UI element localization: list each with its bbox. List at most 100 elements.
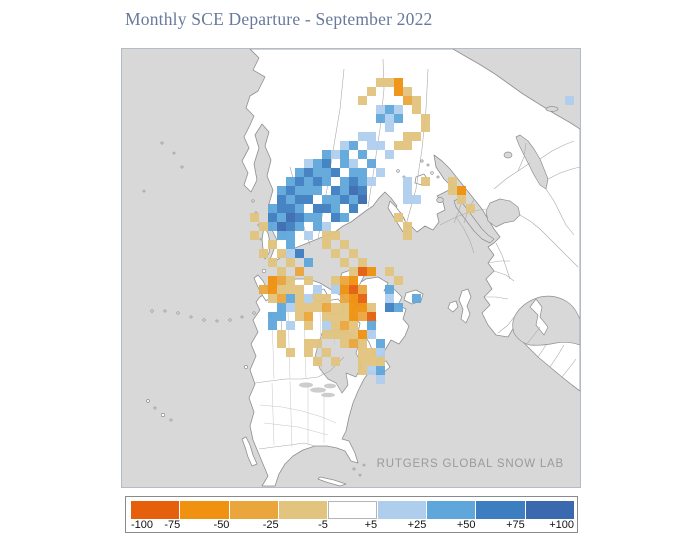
anomaly-cell [367, 312, 376, 321]
page-title: Monthly SCE Departure - September 2022 [125, 9, 433, 29]
anomaly-cell [385, 114, 394, 123]
anomaly-cell [322, 177, 331, 186]
anomaly-cell [331, 357, 340, 366]
anomaly-cell [268, 222, 277, 231]
anomaly-cell [340, 150, 349, 159]
island-specks [142, 141, 440, 477]
anomaly-cell [304, 276, 313, 285]
anomaly-cell [304, 195, 313, 204]
mediterranean-sea [512, 295, 580, 346]
anomaly-cell [259, 222, 268, 231]
anomaly-cell [277, 213, 286, 222]
anomaly-cell [376, 357, 385, 366]
anomaly-cell [277, 330, 286, 339]
anomaly-cell [268, 285, 277, 294]
anomaly-cell [286, 213, 295, 222]
legend-label: -100 [131, 519, 154, 531]
anomaly-cell [385, 105, 394, 114]
legend-label: -50 [213, 519, 230, 531]
anomaly-cell [376, 114, 385, 123]
anomaly-cell [394, 78, 403, 87]
anomaly-cell [421, 114, 430, 123]
anomaly-cell [340, 213, 349, 222]
anomaly-cell [385, 294, 394, 303]
anomaly-cell [322, 204, 331, 213]
anomaly-cell [304, 177, 313, 186]
anomaly-cell [403, 177, 412, 186]
anomaly-cell [268, 204, 277, 213]
anomaly-cell [358, 168, 367, 177]
anomaly-cell [376, 168, 385, 177]
anomaly-cell [403, 222, 412, 231]
colorbar-labels: -100 -75 -50 -25 -5 +5 +25 +50 +75 +100 [131, 519, 574, 532]
anomaly-cell [286, 321, 295, 330]
anomaly-cell [358, 339, 367, 348]
great-britain-island [458, 288, 472, 324]
anomaly-cell [313, 168, 322, 177]
anomaly-cell [331, 312, 340, 321]
anomaly-cell [358, 186, 367, 195]
anomaly-cell [322, 150, 331, 159]
anomaly-cell [376, 78, 385, 87]
anomaly-cell [385, 123, 394, 132]
anomaly-cell [313, 204, 322, 213]
anomaly-cell [349, 294, 358, 303]
anomaly-cell [340, 303, 349, 312]
anomaly-cell [331, 249, 340, 258]
anomaly-cell [376, 105, 385, 114]
anomaly-cell [457, 186, 466, 195]
anomaly-cell [277, 249, 286, 258]
anomaly-cell [331, 204, 340, 213]
anomaly-cell [394, 276, 403, 285]
anomaly-cell [340, 186, 349, 195]
rutgers-watermark: RUTGERS GLOBAL SNOW LAB [376, 458, 564, 470]
legend-swatch [426, 501, 476, 519]
anomaly-cell [331, 276, 340, 285]
anomaly-cell [403, 132, 412, 141]
anomaly-cell [304, 168, 313, 177]
anomaly-cell [367, 267, 376, 276]
legend-swatch [525, 501, 574, 519]
anomaly-cell [340, 195, 349, 204]
anomaly-cell [358, 330, 367, 339]
legend-label: -75 [164, 519, 181, 531]
anomaly-cell [340, 159, 349, 168]
italy-peninsula [529, 298, 549, 336]
anomaly-cell [268, 294, 277, 303]
anomaly-cell [403, 141, 412, 150]
anomaly-cell [286, 195, 295, 204]
anomaly-cell [313, 303, 322, 312]
anomaly-cell [286, 222, 295, 231]
anomaly-cell [412, 96, 421, 105]
anomaly-cell [367, 366, 376, 375]
anomaly-cell [277, 339, 286, 348]
anomaly-cell [295, 204, 304, 213]
anomaly-cell [313, 294, 322, 303]
anomaly-cell [340, 339, 349, 348]
anomaly-cell [286, 348, 295, 357]
anomaly-cell [250, 231, 259, 240]
anomaly-cell [385, 150, 394, 159]
legend-label: +25 [407, 519, 427, 531]
anomaly-cell [313, 285, 322, 294]
anomaly-cell [322, 231, 331, 240]
anomaly-cell [349, 267, 358, 276]
anomaly-cell [340, 294, 349, 303]
anomaly-cell [403, 186, 412, 195]
aral-sea [503, 151, 513, 159]
legend-label: +100 [549, 519, 574, 531]
anomaly-cell [565, 96, 574, 105]
anomaly-cell [286, 303, 295, 312]
baja-peninsula [241, 436, 258, 467]
anomaly-cell [331, 168, 340, 177]
anomaly-cell [268, 258, 277, 267]
anomaly-cell [286, 276, 295, 285]
anomaly-cell [349, 186, 358, 195]
anomaly-cell [286, 258, 295, 267]
anomaly-cell [466, 204, 475, 213]
anomaly-cell [322, 222, 331, 231]
anomaly-cell [403, 231, 412, 240]
legend-swatch [377, 501, 426, 519]
anomaly-cell [286, 177, 295, 186]
